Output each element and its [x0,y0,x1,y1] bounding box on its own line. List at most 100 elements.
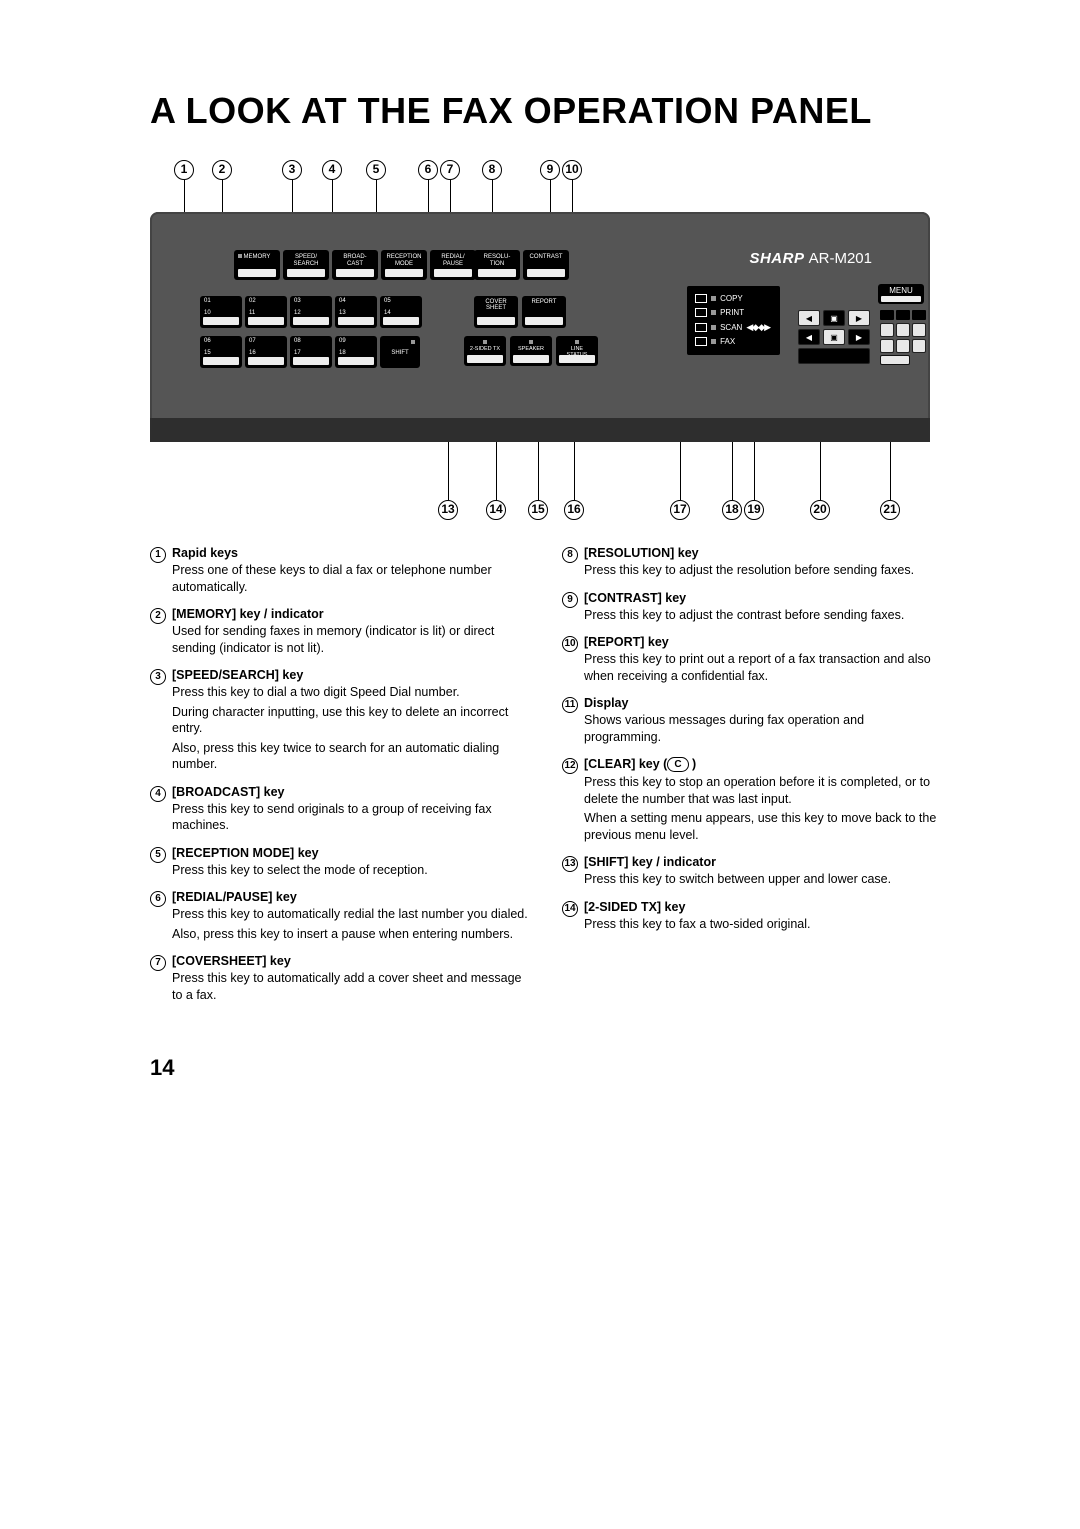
callout-8: 8 [482,160,502,180]
desc-item-4: 4[BROADCAST] keyPress this key to send o… [150,785,528,834]
desc-heading: [CONTRAST] key [584,591,940,605]
rapid-key-07[interactable]: 0716 [245,336,287,368]
desc-item-11: 11DisplayShows various messages during f… [562,696,940,745]
desc-text: Press this key to dial a two digit Speed… [172,684,528,701]
desc-heading: [RESOLUTION] key [584,546,940,560]
brand-label: SHARP AR-M201 [749,250,872,267]
operation-panel: MEMORYSPEED/ SEARCHBROAD- CASTRECEPTION … [150,212,930,442]
menu-key[interactable]: MENU [878,284,924,304]
shift-key[interactable]: SHIFT [380,336,420,368]
fn-key[interactable]: RESOLU- TION [474,250,520,280]
page-title: A LOOK AT THE FAX OPERATION PANEL [150,90,940,132]
desc-item-6: 6[REDIAL/PAUSE] keyPress this key to aut… [150,890,528,942]
fn-key[interactable]: REDIAL/ PAUSE [430,250,476,280]
desc-heading: [REDIAL/PAUSE] key [172,890,528,904]
desc-text: Shows various messages during fax operat… [584,712,940,745]
desc-text: Press this key to fax a two-sided origin… [584,916,940,933]
callout-21: 21 [880,500,900,520]
callout-19: 19 [744,500,764,520]
desc-item-13: 13[SHIFT] key / indicatorPress this key … [562,855,940,888]
callout-16: 16 [564,500,584,520]
rapid-key-08[interactable]: 0817 [290,336,332,368]
key-line-status[interactable]: LINE STATUS [556,336,598,366]
rapid-key-03[interactable]: 0312 [290,296,332,328]
callout-13: 13 [438,500,458,520]
desc-item-12: 12[CLEAR] key (C )Press this key to stop… [562,757,940,843]
callout-14: 14 [486,500,506,520]
desc-heading: [2-SIDED TX] key [584,900,940,914]
desc-text: Press this key to automatically add a co… [172,970,528,1003]
fn-key[interactable]: BROAD- CAST [332,250,378,280]
key-speaker[interactable]: SPEAKER [510,336,552,366]
callout-5: 5 [366,160,386,180]
desc-text: Press this key to send originals to a gr… [172,801,528,834]
mode-fax[interactable]: FAX [695,335,770,349]
callout-18: 18 [722,500,742,520]
callout-3: 3 [282,160,302,180]
key-2-sided-tx[interactable]: 2-SIDED TX [464,336,506,366]
desc-item-8: 8[RESOLUTION] keyPress this key to adjus… [562,546,940,579]
callout-17: 17 [670,500,690,520]
fn-key[interactable]: CONTRAST [523,250,569,280]
nav-arrow-cluster[interactable]: ◀▣▶ ◀▣▶ [798,310,870,368]
panel-diagram: 12 34 5 67 8 910 MEMORYSPEED/ SEARCHBROAD- CA… [150,160,930,520]
callout-2: 2 [212,160,232,180]
rapid-key-01[interactable]: 0110 [200,296,242,328]
desc-text: Used for sending faxes in memory (indica… [172,623,528,656]
desc-text: Press this key to switch between upper a… [584,871,940,888]
desc-text: Also, press this key to insert a pause w… [172,926,528,943]
rapid-key-04[interactable]: 0413 [335,296,377,328]
desc-heading: [MEMORY] key / indicator [172,607,528,621]
desc-heading: [REPORT] key [584,635,940,649]
desc-item-5: 5[RECEPTION MODE] keyPress this key to s… [150,846,528,879]
callout-4: 4 [322,160,342,180]
preset-ratio-cluster[interactable] [880,310,928,365]
callout-15: 15 [528,500,548,520]
rapid-key-06[interactable]: 0615 [200,336,242,368]
desc-item-14: 14[2-SIDED TX] keyPress this key to fax … [562,900,940,933]
callout-1: 1 [174,160,194,180]
clear-key-glyph: C [667,757,688,772]
desc-item-7: 7[COVERSHEET] keyPress this key to autom… [150,954,528,1003]
fn-key[interactable]: MEMORY [234,250,280,280]
desc-heading: [BROADCAST] key [172,785,528,799]
desc-text: Press this key to stop an operation befo… [584,774,940,807]
fn-key[interactable]: RECEPTION MODE [381,250,427,280]
desc-heading: [COVERSHEET] key [172,954,528,968]
desc-text: Press this key to automatically redial t… [172,906,528,923]
desc-heading: [RECEPTION MODE] key [172,846,528,860]
desc-heading: [CLEAR] key (C ) [584,757,940,772]
callout-7: 7 [440,160,460,180]
desc-heading: Display [584,696,940,710]
desc-text: Also, press this key twice to search for… [172,740,528,773]
callout-10: 10 [562,160,582,180]
desc-text: Press one of these keys to dial a fax or… [172,562,528,595]
key-cover-sheet[interactable]: COVER SHEET [474,296,518,328]
key-descriptions: 1Rapid keysPress one of these keys to di… [150,546,940,1015]
callout-20: 20 [810,500,830,520]
desc-heading: [SPEED/SEARCH] key [172,668,528,682]
fn-key[interactable]: SPEED/ SEARCH [283,250,329,280]
key-report[interactable]: REPORT [522,296,566,328]
rapid-key-05[interactable]: 0514 [380,296,422,328]
callout-9: 9 [540,160,560,180]
desc-item-3: 3[SPEED/SEARCH] keyPress this key to dia… [150,668,528,773]
desc-item-9: 9[CONTRAST] keyPress this key to adjust … [562,591,940,624]
desc-item-1: 1Rapid keysPress one of these keys to di… [150,546,528,595]
desc-text: During character inputting, use this key… [172,704,528,737]
desc-text: Press this key to print out a report of … [584,651,940,684]
rapid-key-02[interactable]: 0211 [245,296,287,328]
desc-text: When a setting menu appears, use this ke… [584,810,940,843]
mode-selector: COPYPRINTSCAN◀◆◆▶FAX [687,286,780,355]
desc-heading: [SHIFT] key / indicator [584,855,940,869]
mode-copy[interactable]: COPY [695,292,770,306]
desc-text: Press this key to adjust the contrast be… [584,607,940,624]
desc-text: Press this key to adjust the resolution … [584,562,940,579]
callout-6: 6 [418,160,438,180]
desc-item-2: 2[MEMORY] key / indicatorUsed for sendin… [150,607,528,656]
page-number: 14 [150,1055,940,1081]
mode-print[interactable]: PRINT [695,306,770,320]
rapid-key-09[interactable]: 0918 [335,336,377,368]
desc-heading: Rapid keys [172,546,528,560]
mode-scan[interactable]: SCAN◀◆◆▶ [695,320,770,335]
